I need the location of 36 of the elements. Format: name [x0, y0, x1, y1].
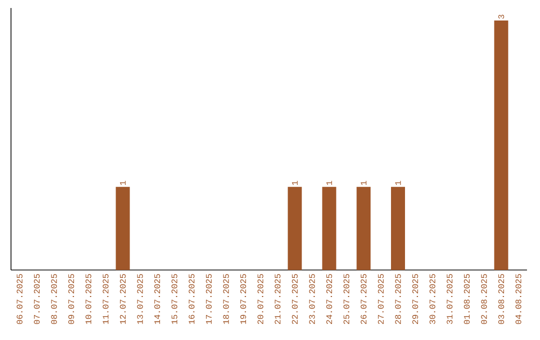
data-label: 3 — [498, 14, 504, 19]
x-tick-label: 02.08.2025 — [481, 274, 487, 324]
x-tick-label: 15.07.2025 — [172, 274, 178, 324]
x-tick-label: 01.08.2025 — [464, 274, 470, 324]
x-tick-label: 07.07.2025 — [34, 274, 40, 324]
data-label: 1 — [326, 180, 332, 186]
x-tick-label: 04.08.2025 — [516, 274, 522, 324]
x-tick-label: 25.07.2025 — [344, 274, 350, 324]
x-tick-label: 14.07.2025 — [154, 274, 160, 324]
data-label: 1 — [292, 180, 298, 186]
x-tick-label: 18.07.2025 — [223, 274, 229, 324]
x-tick-label: 24.07.2025 — [326, 274, 332, 324]
x-tick-label: 29.07.2025 — [412, 274, 418, 324]
x-tick-label: 09.07.2025 — [68, 274, 74, 324]
x-tick-label: 10.07.2025 — [86, 274, 92, 324]
x-tick-label: 26.07.2025 — [360, 274, 366, 324]
data-label: 1 — [360, 180, 366, 186]
x-tick-label: 06.07.2025 — [16, 274, 22, 324]
x-tick-label: 22.07.2025 — [292, 274, 298, 324]
x-tick-label: 08.07.2025 — [51, 274, 57, 324]
x-tick-label: 27.07.2025 — [378, 274, 384, 324]
x-tick-label: 21.07.2025 — [274, 274, 280, 324]
x-tick-label: 13.07.2025 — [137, 274, 143, 324]
x-tick-label: 17.07.2025 — [206, 274, 212, 324]
x-tick-label: 28.07.2025 — [395, 274, 401, 324]
x-tick-label: 03.08.2025 — [498, 274, 504, 324]
x-tick-label: 30.07.2025 — [430, 274, 436, 324]
x-tick-label: 11.07.2025 — [102, 274, 108, 324]
x-tick-label: 16.07.2025 — [188, 274, 194, 324]
x-tick-label: 12.07.2025 — [120, 274, 126, 324]
x-tick-label: 31.07.2025 — [446, 274, 452, 324]
x-tick-label: 23.07.2025 — [309, 274, 315, 324]
data-label: 1 — [395, 180, 401, 186]
x-tick-label: 19.07.2025 — [240, 274, 246, 324]
x-tick-label: 20.07.2025 — [258, 274, 264, 324]
data-label: 1 — [120, 180, 126, 186]
